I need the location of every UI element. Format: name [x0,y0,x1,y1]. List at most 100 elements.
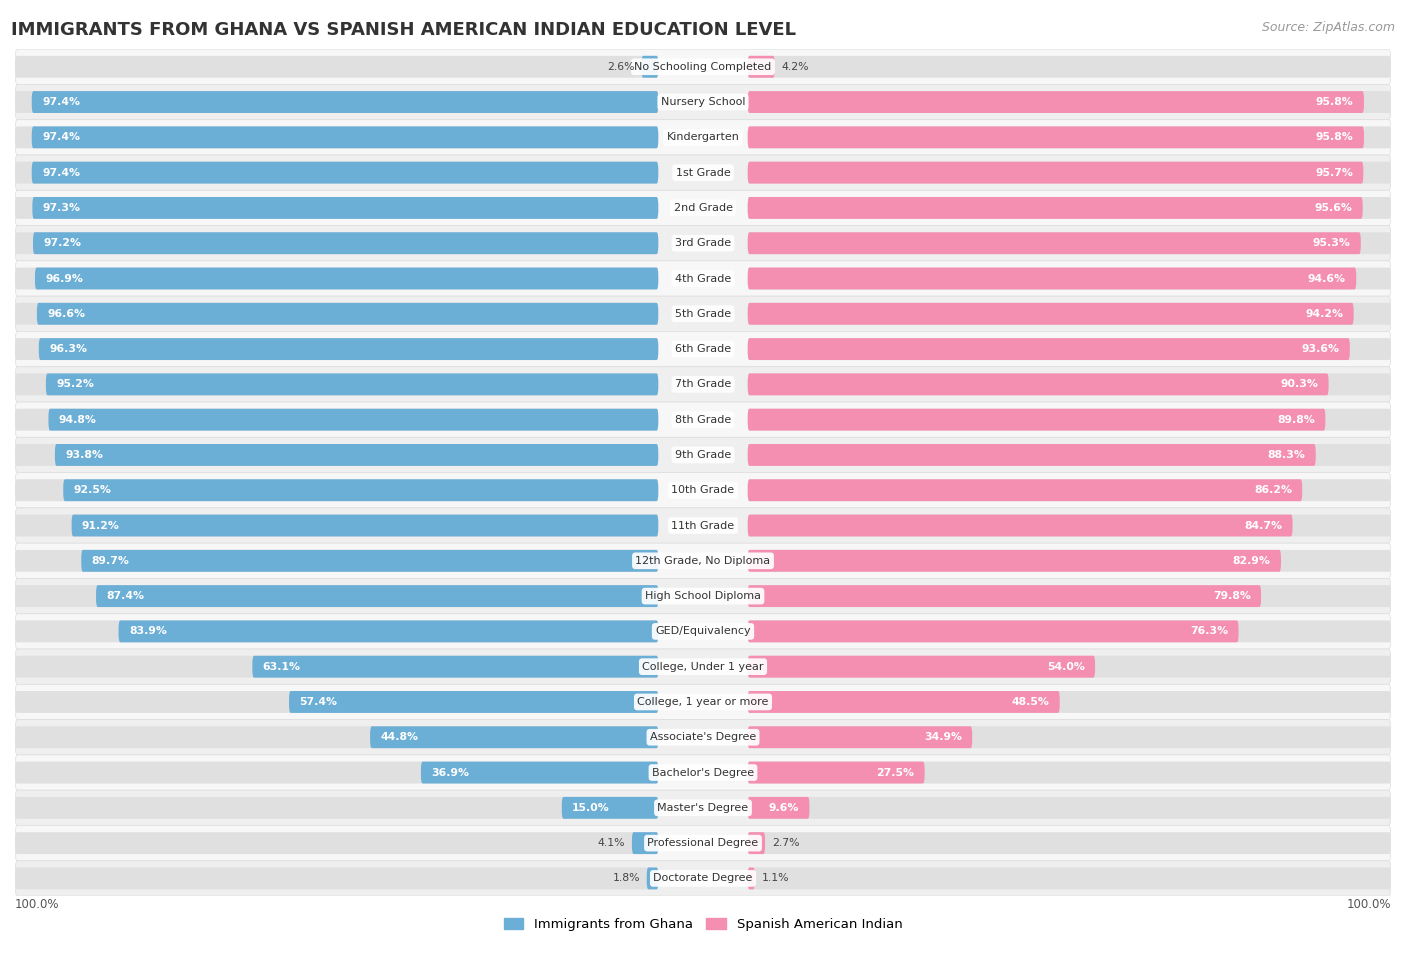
Text: 95.3%: 95.3% [1313,238,1350,249]
Text: GED/Equivalency: GED/Equivalency [655,626,751,637]
FancyBboxPatch shape [370,726,658,748]
Text: 6th Grade: 6th Grade [675,344,731,354]
FancyBboxPatch shape [748,373,1391,395]
FancyBboxPatch shape [15,155,1391,190]
FancyBboxPatch shape [748,833,1391,854]
Text: 9th Grade: 9th Grade [675,449,731,460]
FancyBboxPatch shape [748,91,1364,113]
FancyBboxPatch shape [15,367,1391,402]
FancyBboxPatch shape [32,91,658,113]
FancyBboxPatch shape [748,303,1391,325]
FancyBboxPatch shape [15,303,658,325]
Text: 57.4%: 57.4% [299,697,337,707]
FancyBboxPatch shape [15,649,1391,684]
FancyBboxPatch shape [37,303,658,325]
FancyBboxPatch shape [748,56,775,78]
FancyBboxPatch shape [748,726,972,748]
FancyBboxPatch shape [631,833,658,854]
Text: 4.2%: 4.2% [782,61,808,72]
FancyBboxPatch shape [420,761,658,784]
FancyBboxPatch shape [15,585,658,607]
FancyBboxPatch shape [748,585,1261,607]
FancyBboxPatch shape [15,232,658,254]
FancyBboxPatch shape [15,550,658,571]
FancyBboxPatch shape [748,444,1316,466]
FancyBboxPatch shape [15,508,1391,543]
FancyBboxPatch shape [46,373,658,395]
Text: 88.3%: 88.3% [1268,449,1305,460]
FancyBboxPatch shape [15,868,658,889]
FancyBboxPatch shape [118,620,658,643]
Text: 89.7%: 89.7% [91,556,129,566]
Text: 90.3%: 90.3% [1281,379,1319,389]
FancyBboxPatch shape [15,261,1391,296]
FancyBboxPatch shape [15,684,1391,720]
FancyBboxPatch shape [32,162,658,183]
FancyBboxPatch shape [15,409,658,431]
Text: 10th Grade: 10th Grade [672,486,734,495]
FancyBboxPatch shape [15,480,658,501]
FancyBboxPatch shape [32,197,658,218]
FancyBboxPatch shape [15,515,658,536]
FancyBboxPatch shape [748,127,1364,148]
Text: College, Under 1 year: College, Under 1 year [643,662,763,672]
FancyBboxPatch shape [748,656,1391,678]
FancyBboxPatch shape [748,91,1391,113]
FancyBboxPatch shape [15,543,1391,578]
FancyBboxPatch shape [15,761,658,784]
Text: 94.8%: 94.8% [59,414,97,425]
Text: 97.4%: 97.4% [42,98,80,107]
FancyBboxPatch shape [39,338,658,360]
FancyBboxPatch shape [748,515,1391,536]
Text: 36.9%: 36.9% [432,767,470,777]
Text: 48.5%: 48.5% [1011,697,1049,707]
Text: Bachelor's Degree: Bachelor's Degree [652,767,754,777]
FancyBboxPatch shape [15,120,1391,155]
FancyBboxPatch shape [15,296,1391,332]
Text: 79.8%: 79.8% [1213,591,1251,602]
Text: 100.0%: 100.0% [15,898,59,912]
Text: 11th Grade: 11th Grade [672,521,734,530]
Text: 95.2%: 95.2% [56,379,94,389]
Text: 2.7%: 2.7% [772,838,800,848]
Text: 97.4%: 97.4% [42,133,80,142]
Text: 8th Grade: 8th Grade [675,414,731,425]
FancyBboxPatch shape [15,127,658,148]
Text: Source: ZipAtlas.com: Source: ZipAtlas.com [1261,21,1395,34]
FancyBboxPatch shape [15,402,1391,438]
FancyBboxPatch shape [15,613,1391,649]
FancyBboxPatch shape [748,480,1391,501]
FancyBboxPatch shape [748,833,765,854]
FancyBboxPatch shape [748,197,1391,218]
Text: 87.4%: 87.4% [107,591,145,602]
FancyBboxPatch shape [748,620,1391,643]
FancyBboxPatch shape [748,550,1391,571]
FancyBboxPatch shape [748,550,1281,571]
FancyBboxPatch shape [748,797,1391,819]
Text: 82.9%: 82.9% [1233,556,1271,566]
FancyBboxPatch shape [748,338,1391,360]
Text: 2.6%: 2.6% [607,61,634,72]
Text: 91.2%: 91.2% [82,521,120,530]
FancyBboxPatch shape [748,409,1391,431]
Text: Professional Degree: Professional Degree [647,838,759,848]
FancyBboxPatch shape [748,338,1350,360]
FancyBboxPatch shape [15,833,658,854]
FancyBboxPatch shape [290,691,658,713]
FancyBboxPatch shape [748,761,925,784]
Text: 1.8%: 1.8% [613,874,640,883]
Text: 1st Grade: 1st Grade [676,168,730,177]
Text: 34.9%: 34.9% [924,732,962,742]
Text: 63.1%: 63.1% [263,662,301,672]
FancyBboxPatch shape [15,332,1391,367]
FancyBboxPatch shape [15,861,1391,896]
FancyBboxPatch shape [748,162,1391,183]
FancyBboxPatch shape [15,473,1391,508]
Text: 5th Grade: 5th Grade [675,309,731,319]
Text: 83.9%: 83.9% [129,626,167,637]
Text: 96.6%: 96.6% [48,309,86,319]
Text: 27.5%: 27.5% [876,767,914,777]
FancyBboxPatch shape [748,267,1391,290]
FancyBboxPatch shape [55,444,658,466]
Text: 4th Grade: 4th Grade [675,274,731,284]
